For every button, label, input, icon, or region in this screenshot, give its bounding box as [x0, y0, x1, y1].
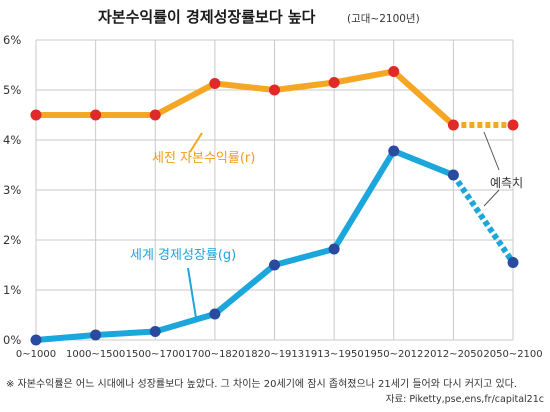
series-1-point-8 [507, 257, 519, 268]
series-0-point-2 [149, 109, 161, 121]
x-tick-label: 0~1000 [16, 349, 56, 360]
series-0-point-5 [328, 77, 340, 88]
y-tick-label: 0% [3, 333, 21, 347]
grid [35, 39, 514, 341]
series-0-point-4 [269, 84, 280, 96]
series-1-point-4 [269, 259, 280, 271]
g-label-leader [187, 267, 197, 319]
y-tick-label: 6% [3, 33, 21, 47]
x-tick-label: 2012~2050 [424, 349, 483, 360]
series-0-point-3 [209, 78, 221, 89]
x-tick-label: 1500~1700 [126, 349, 185, 360]
series-0-point-6 [388, 66, 400, 77]
series-1-point-6 [388, 145, 400, 157]
series-0-point-7 [447, 119, 459, 131]
series-1-point-0 [30, 334, 42, 346]
x-tick-label: 1000~1500 [66, 349, 125, 360]
series-label-g: 세계 경제성장률(g) [130, 248, 236, 263]
chart-subtitle: (고대~2100년) [347, 13, 420, 25]
series-projection-1 [450, 173, 516, 265]
series-0-point-8 [507, 119, 519, 131]
x-axis-ticks: 0~1000 1000~1500 1500~1700 1700~1820 1820~19… [16, 349, 543, 360]
series-1-point-5 [328, 243, 340, 255]
x-tick-label: 2050~2100 [483, 349, 542, 360]
x-tick-label: 1700~1820 [185, 349, 244, 360]
series-0-point-1 [90, 109, 102, 121]
y-tick-label: 1% [3, 283, 21, 297]
series-0-point-0 [30, 109, 42, 121]
chart-title: 자본수익률이 경제성장률보다 높다 [98, 8, 316, 26]
annotation-leader-bottom [483, 189, 500, 207]
y-tick-label: 2% [3, 233, 21, 247]
series-1-point-1 [90, 329, 102, 341]
annotation-leader-top [483, 131, 500, 171]
y-tick-label: 4% [3, 133, 21, 147]
x-tick-label: 1820~1913 [245, 349, 304, 360]
x-tick-label: 1913~1950 [304, 349, 363, 360]
series-label-r: 세전 자본수익률(r) [152, 151, 255, 166]
series-lines [33, 68, 516, 343]
series-1-point-3 [209, 308, 221, 320]
projection-annotation: 예측치 [490, 176, 523, 190]
r-label-leader [189, 132, 203, 153]
source-note: 자료: Piketty,pse,ens,fr/capital21c [386, 394, 544, 405]
series-1-point-2 [149, 326, 161, 337]
series-1-point-7 [447, 169, 459, 181]
y-tick-label: 5% [3, 83, 21, 97]
series-line-1 [33, 148, 457, 343]
footnote: ※ 자본수익률은 어느 시대에나 성장률보다 높았다. 그 차이는 20세기에 … [6, 377, 517, 390]
y-tick-label: 3% [3, 183, 21, 197]
x-tick-label: 1950~2012 [364, 349, 423, 360]
series-line-0 [33, 68, 457, 128]
y-axis-ticks: 0% 1% 2% 3% 4% 5% 6% [3, 33, 21, 347]
series-markers [30, 66, 519, 346]
